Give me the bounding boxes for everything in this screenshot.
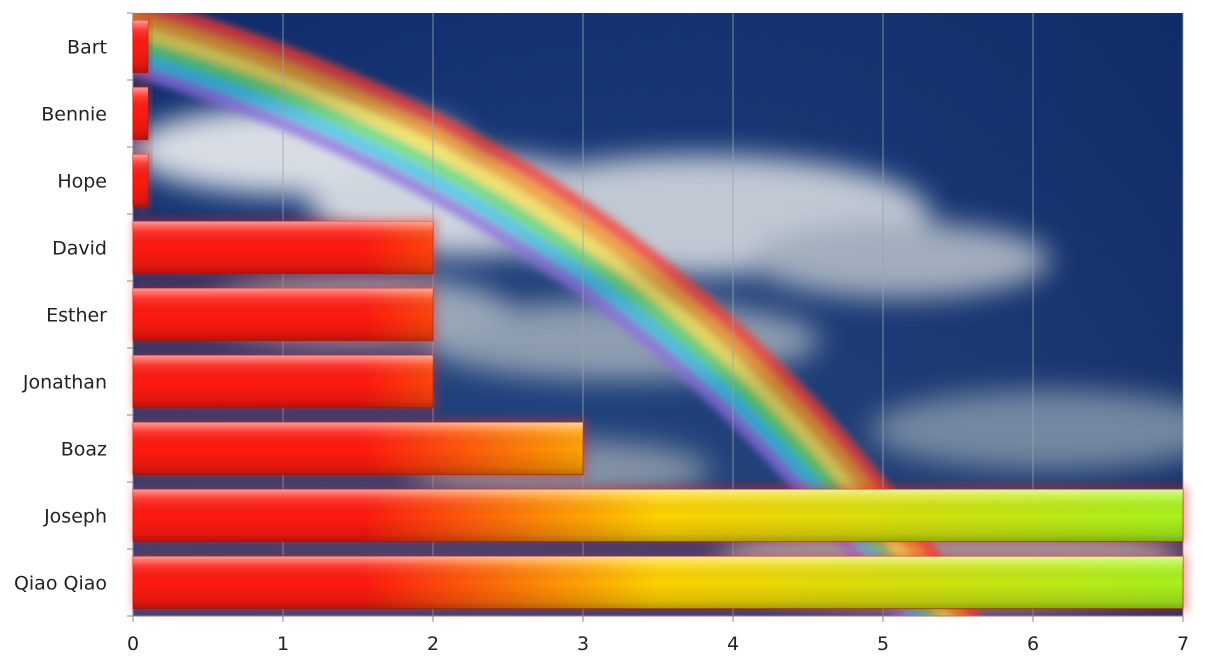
bars <box>132 17 1187 612</box>
bar-shine <box>133 154 148 207</box>
bar-shine <box>133 489 1183 542</box>
x-tick-label: 4 <box>727 633 739 655</box>
bar-shine <box>133 355 433 408</box>
bar-joseph <box>132 486 1187 545</box>
x-tick-label: 5 <box>877 633 889 655</box>
bar-shine <box>133 20 148 73</box>
bar-qiao-qiao <box>132 553 1187 612</box>
bar-esther <box>132 285 437 344</box>
category-label: Bart <box>67 37 107 59</box>
category-label: Qiao Qiao <box>14 573 107 595</box>
category-label: Hope <box>57 171 107 193</box>
category-label: Esther <box>46 305 107 327</box>
bar-shine <box>133 221 433 274</box>
x-tick-label: 1 <box>277 633 289 655</box>
bar-boaz <box>132 419 587 478</box>
bar-shine <box>133 288 433 341</box>
category-label: Joseph <box>43 506 107 528</box>
category-label: Bennie <box>41 104 107 126</box>
x-tick-label: 7 <box>1177 633 1189 655</box>
bar-bennie <box>132 84 152 143</box>
bar-hope <box>132 151 152 210</box>
x-tick-label: 6 <box>1027 633 1039 655</box>
bar-shine <box>133 422 583 475</box>
bar-bart <box>132 17 152 76</box>
category-label: Boaz <box>61 439 107 461</box>
category-label: David <box>52 238 107 260</box>
bar-jonathan <box>132 352 437 411</box>
x-tick-label: 0 <box>127 633 139 655</box>
category-labels: Bart Bennie Hope David Esther Jonathan Boaz Jos… <box>14 37 107 595</box>
value-labels: 0 1 2 3 4 5 6 7 <box>127 633 1189 655</box>
bar-david <box>132 218 437 277</box>
bar-shine <box>133 87 148 140</box>
category-label: Jonathan <box>22 372 107 394</box>
x-tick-label: 3 <box>577 633 589 655</box>
bar-shine <box>133 556 1183 609</box>
x-tick-label: 2 <box>427 633 439 655</box>
